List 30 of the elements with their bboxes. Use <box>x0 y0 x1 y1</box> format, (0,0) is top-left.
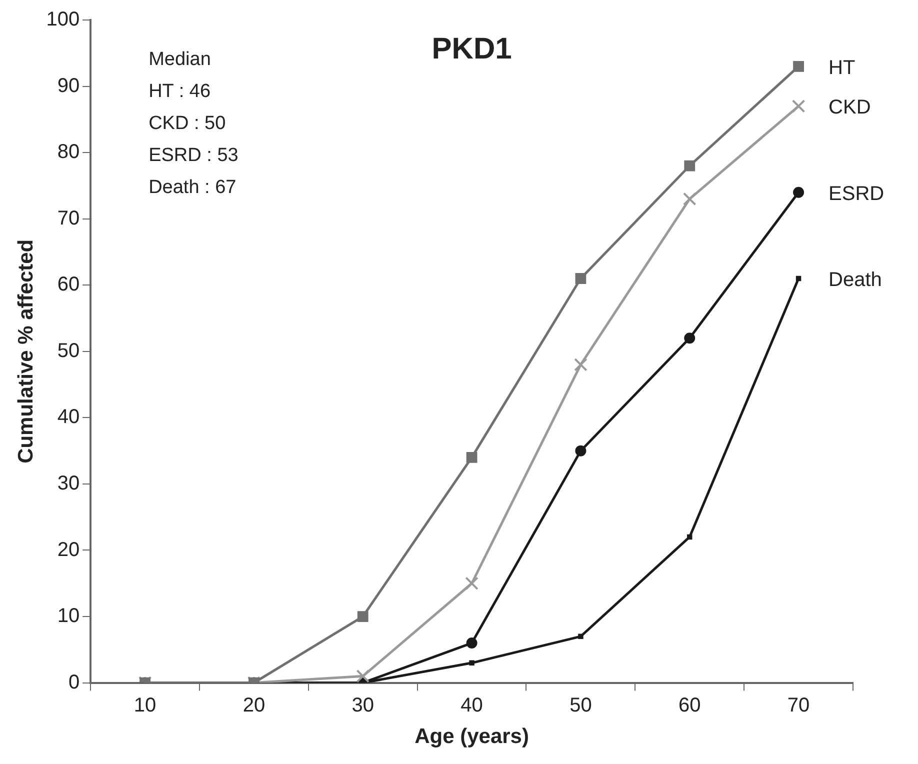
y-tick-label: 40 <box>57 406 80 428</box>
y-tick-label: 60 <box>57 274 80 296</box>
x-tick-label: 20 <box>242 694 266 716</box>
annotation: Death : 67 <box>148 177 236 198</box>
y-axis-title: Cumulative % affected <box>14 239 38 464</box>
annotation: Median <box>148 49 211 70</box>
y-tick-label: 70 <box>57 207 80 230</box>
series-label: Death <box>828 269 882 292</box>
chart-title: PKD1 <box>432 32 512 66</box>
annotation: CKD : 50 <box>148 113 226 134</box>
series-label: ESRD <box>828 182 884 205</box>
y-tick-label: 20 <box>57 538 80 561</box>
y-tick-label: 0 <box>68 671 80 694</box>
x-tick-label: 50 <box>570 694 592 716</box>
y-tick-label: 90 <box>57 74 80 97</box>
y-tick-label: 80 <box>57 141 80 164</box>
y-tick-label: 50 <box>57 340 80 362</box>
y-tick-label: 100 <box>46 8 80 31</box>
y-tick-label: 10 <box>57 605 80 628</box>
series-label: HT <box>828 56 856 79</box>
x-tick-label: 40 <box>460 694 483 716</box>
x-tick-label: 10 <box>134 694 156 716</box>
x-tick-label: 30 <box>352 694 374 716</box>
x-tick-label: 60 <box>678 694 701 716</box>
annotation: ESRD : 53 <box>148 145 238 166</box>
annotation: HT : 46 <box>148 81 211 102</box>
x-tick-label: 70 <box>787 694 810 716</box>
series-label: CKD <box>828 96 871 119</box>
y-tick-label: 30 <box>57 472 80 494</box>
x-axis-title: Age (years) <box>414 725 529 748</box>
